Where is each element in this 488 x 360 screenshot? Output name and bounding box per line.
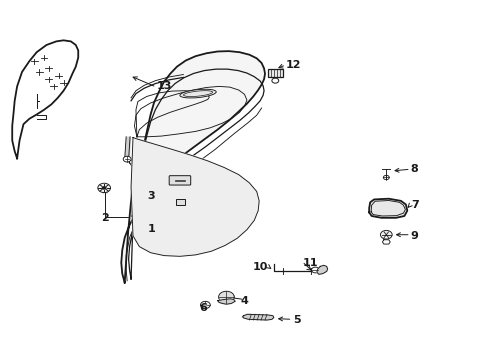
Text: 6: 6 xyxy=(199,303,206,313)
Polygon shape xyxy=(368,199,407,218)
Text: 11: 11 xyxy=(303,258,318,268)
Circle shape xyxy=(218,291,234,303)
Polygon shape xyxy=(316,265,327,274)
Circle shape xyxy=(98,183,110,193)
Text: 1: 1 xyxy=(147,224,155,234)
Polygon shape xyxy=(217,299,235,304)
Text: 8: 8 xyxy=(410,164,418,174)
Circle shape xyxy=(203,303,207,306)
Polygon shape xyxy=(131,138,259,256)
Text: 13: 13 xyxy=(156,81,171,91)
Text: 9: 9 xyxy=(410,231,418,241)
Bar xyxy=(267,69,282,77)
Text: 3: 3 xyxy=(147,191,155,201)
Text: 10: 10 xyxy=(252,262,267,272)
FancyBboxPatch shape xyxy=(169,176,190,185)
Circle shape xyxy=(102,186,106,190)
Text: 5: 5 xyxy=(293,315,301,325)
Circle shape xyxy=(200,301,210,309)
Text: 4: 4 xyxy=(240,296,248,306)
Text: 2: 2 xyxy=(101,213,109,223)
Ellipse shape xyxy=(180,89,216,98)
Bar xyxy=(176,199,184,205)
Circle shape xyxy=(123,156,131,162)
Polygon shape xyxy=(12,40,78,158)
Polygon shape xyxy=(121,51,264,283)
Text: 12: 12 xyxy=(285,60,301,70)
Polygon shape xyxy=(242,314,273,320)
Circle shape xyxy=(380,230,391,239)
Text: 7: 7 xyxy=(410,200,418,210)
